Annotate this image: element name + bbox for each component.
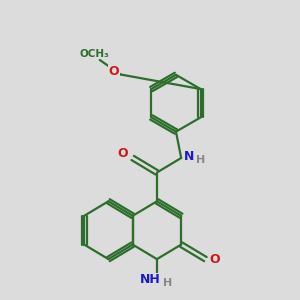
Text: NH: NH bbox=[140, 273, 161, 286]
Text: N: N bbox=[184, 150, 194, 163]
Text: OCH₃: OCH₃ bbox=[80, 49, 110, 59]
Text: H: H bbox=[196, 155, 205, 165]
Text: O: O bbox=[210, 253, 220, 266]
Text: O: O bbox=[108, 64, 119, 77]
Text: H: H bbox=[164, 278, 172, 288]
Text: O: O bbox=[118, 147, 128, 160]
